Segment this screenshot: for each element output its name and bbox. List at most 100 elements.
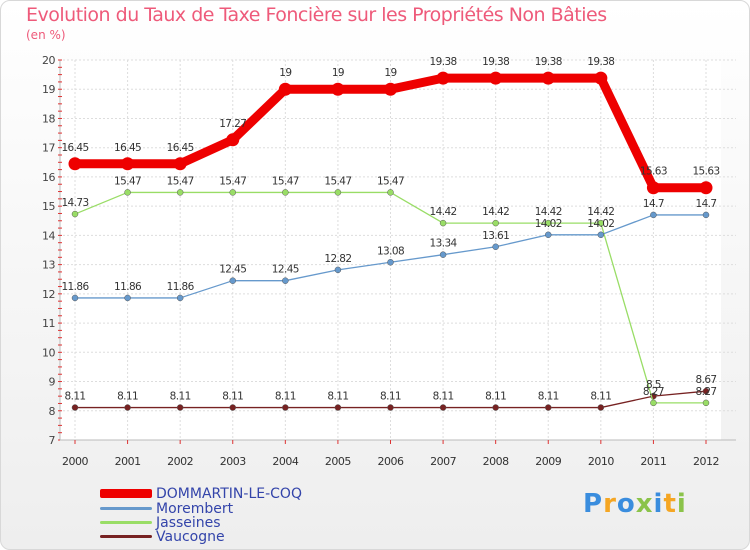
data-label: 11.86 — [167, 281, 195, 293]
data-point — [492, 243, 499, 251]
data-label: 11.86 — [114, 281, 142, 293]
data-label: 8.11 — [590, 391, 611, 403]
data-point — [702, 211, 710, 219]
data-label: 16.45 — [61, 142, 88, 154]
data-point — [646, 181, 660, 195]
data-point — [229, 277, 236, 284]
legend-label: Morembert — [156, 500, 234, 517]
data-label: 17.27 — [219, 118, 246, 130]
data-label: 19.38 — [535, 56, 562, 68]
x-tick-label: 2006 — [378, 455, 404, 468]
legend-item-morembert: Morembert — [100, 500, 234, 517]
data-point — [702, 399, 710, 407]
data-label: 14.42 — [587, 206, 614, 218]
data-point — [124, 294, 131, 302]
data-label: 14.73 — [61, 197, 88, 209]
data-point — [229, 404, 236, 411]
legend-swatch — [100, 507, 152, 510]
data-point — [71, 404, 79, 411]
data-point — [439, 404, 447, 411]
data-label: 13.34 — [430, 238, 458, 250]
data-label: 19 — [279, 67, 291, 79]
data-point — [176, 294, 184, 302]
data-label: 8.11 — [327, 391, 348, 403]
data-point — [334, 189, 342, 196]
data-label: 8.11 — [170, 391, 191, 403]
data-point — [489, 71, 503, 85]
y-tick-label: 20 — [42, 54, 55, 67]
data-point — [71, 294, 79, 302]
x-tick-label: 2007 — [430, 455, 456, 468]
chart-title: Evolution du Taux de Taxe Foncière sur l… — [26, 4, 607, 26]
data-point — [594, 71, 608, 85]
data-point — [439, 251, 447, 258]
legend-swatch — [100, 521, 152, 524]
data-label: 8.11 — [275, 391, 296, 403]
data-label: 8.27 — [643, 386, 664, 398]
data-label: 8.27 — [696, 386, 717, 398]
data-label: 12.82 — [324, 253, 351, 265]
x-tick-label: 2003 — [220, 455, 246, 468]
data-label: 14.7 — [696, 198, 717, 210]
data-label: 12.45 — [219, 264, 246, 276]
data-label: 8.11 — [538, 391, 559, 403]
data-point — [68, 157, 82, 171]
data-label: 19 — [384, 67, 396, 79]
data-label: 11.86 — [61, 281, 89, 293]
brand-logo: Proxiti — [583, 489, 687, 519]
data-label: 14.42 — [535, 206, 562, 218]
y-tick-label: 11 — [42, 317, 55, 330]
data-point — [702, 387, 710, 395]
data-point — [387, 404, 394, 411]
data-label: 12.45 — [272, 264, 299, 276]
data-label: 15.47 — [324, 175, 351, 187]
data-point — [597, 231, 605, 239]
data-label: 15.47 — [114, 175, 141, 187]
y-tick-label: 19 — [42, 83, 55, 96]
y-tick-label: 8 — [49, 405, 56, 418]
data-point — [597, 404, 605, 411]
legend-item-jasseines: Jasseines — [100, 514, 221, 531]
data-point — [173, 157, 187, 171]
data-label: 15.47 — [167, 175, 194, 187]
x-tick-label: 2004 — [272, 455, 298, 468]
x-tick-label: 2012 — [693, 455, 719, 468]
data-label: 14.02 — [535, 218, 562, 230]
data-label: 15.47 — [272, 175, 299, 187]
x-tick-label: 2008 — [483, 455, 509, 468]
legend-label: Jasseines — [156, 514, 221, 531]
data-point — [334, 404, 342, 411]
data-label: 16.45 — [167, 142, 194, 154]
data-label: 13.61 — [482, 230, 509, 242]
data-point — [492, 219, 499, 227]
x-tick-label: 2005 — [325, 455, 351, 468]
data-label: 19 — [332, 67, 344, 79]
data-point — [650, 399, 657, 407]
y-tick-label: 15 — [42, 200, 55, 213]
data-point — [545, 219, 552, 227]
data-label: 14.42 — [482, 206, 509, 218]
legend-label: DOMMARTIN-LE-COQ — [156, 485, 302, 502]
x-tick-label: 2001 — [115, 455, 141, 468]
y-tick-label: 13 — [42, 259, 55, 272]
data-label: 19.38 — [430, 56, 457, 68]
data-point — [436, 71, 450, 85]
legend-swatch — [100, 535, 152, 538]
data-point — [439, 219, 447, 227]
y-tick-label: 18 — [42, 112, 55, 125]
data-label: 19.38 — [587, 56, 614, 68]
data-label: 8.11 — [65, 391, 86, 403]
data-label: 8.11 — [380, 391, 401, 403]
data-point — [226, 133, 240, 147]
y-tick-label: 10 — [42, 346, 55, 359]
data-point — [282, 404, 289, 411]
data-point — [650, 211, 657, 219]
data-label: 8.11 — [222, 391, 243, 403]
legend-item-vaucogne: Vaucogne — [100, 529, 225, 545]
data-label: 15.47 — [377, 175, 404, 187]
data-label: 15.47 — [219, 175, 246, 187]
data-point — [699, 181, 713, 195]
data-point — [545, 404, 552, 411]
data-label: 8.11 — [485, 391, 506, 403]
